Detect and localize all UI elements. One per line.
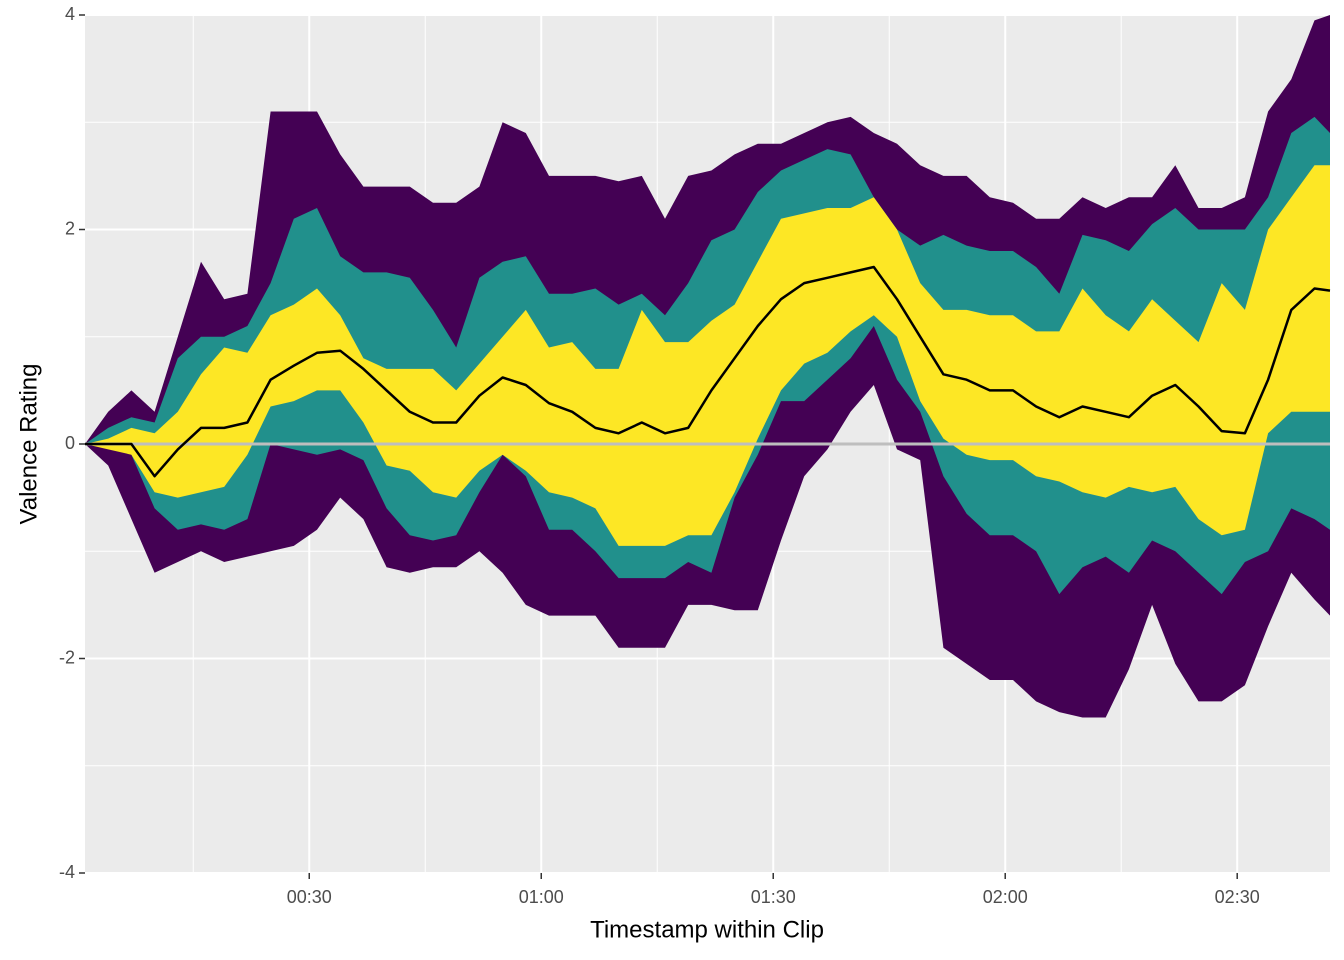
y-tick-label: 0	[65, 433, 75, 453]
x-tick-label: 01:00	[519, 887, 564, 907]
y-tick-label: -4	[59, 862, 75, 882]
x-tick-label: 02:00	[983, 887, 1028, 907]
x-tick-label: 01:30	[751, 887, 796, 907]
ribbon	[85, 165, 1330, 546]
y-tick-label: 2	[65, 218, 75, 238]
mean-line	[85, 265, 1331, 478]
x-axis-title: Timestamp within Clip	[590, 916, 824, 943]
y-tick-label: -2	[59, 647, 75, 667]
y-tick-label: 4	[65, 4, 75, 24]
x-tick-label: 02:30	[1215, 887, 1260, 907]
y-axis-title: Valence Rating	[15, 364, 42, 525]
x-tick-label: 00:30	[287, 887, 332, 907]
